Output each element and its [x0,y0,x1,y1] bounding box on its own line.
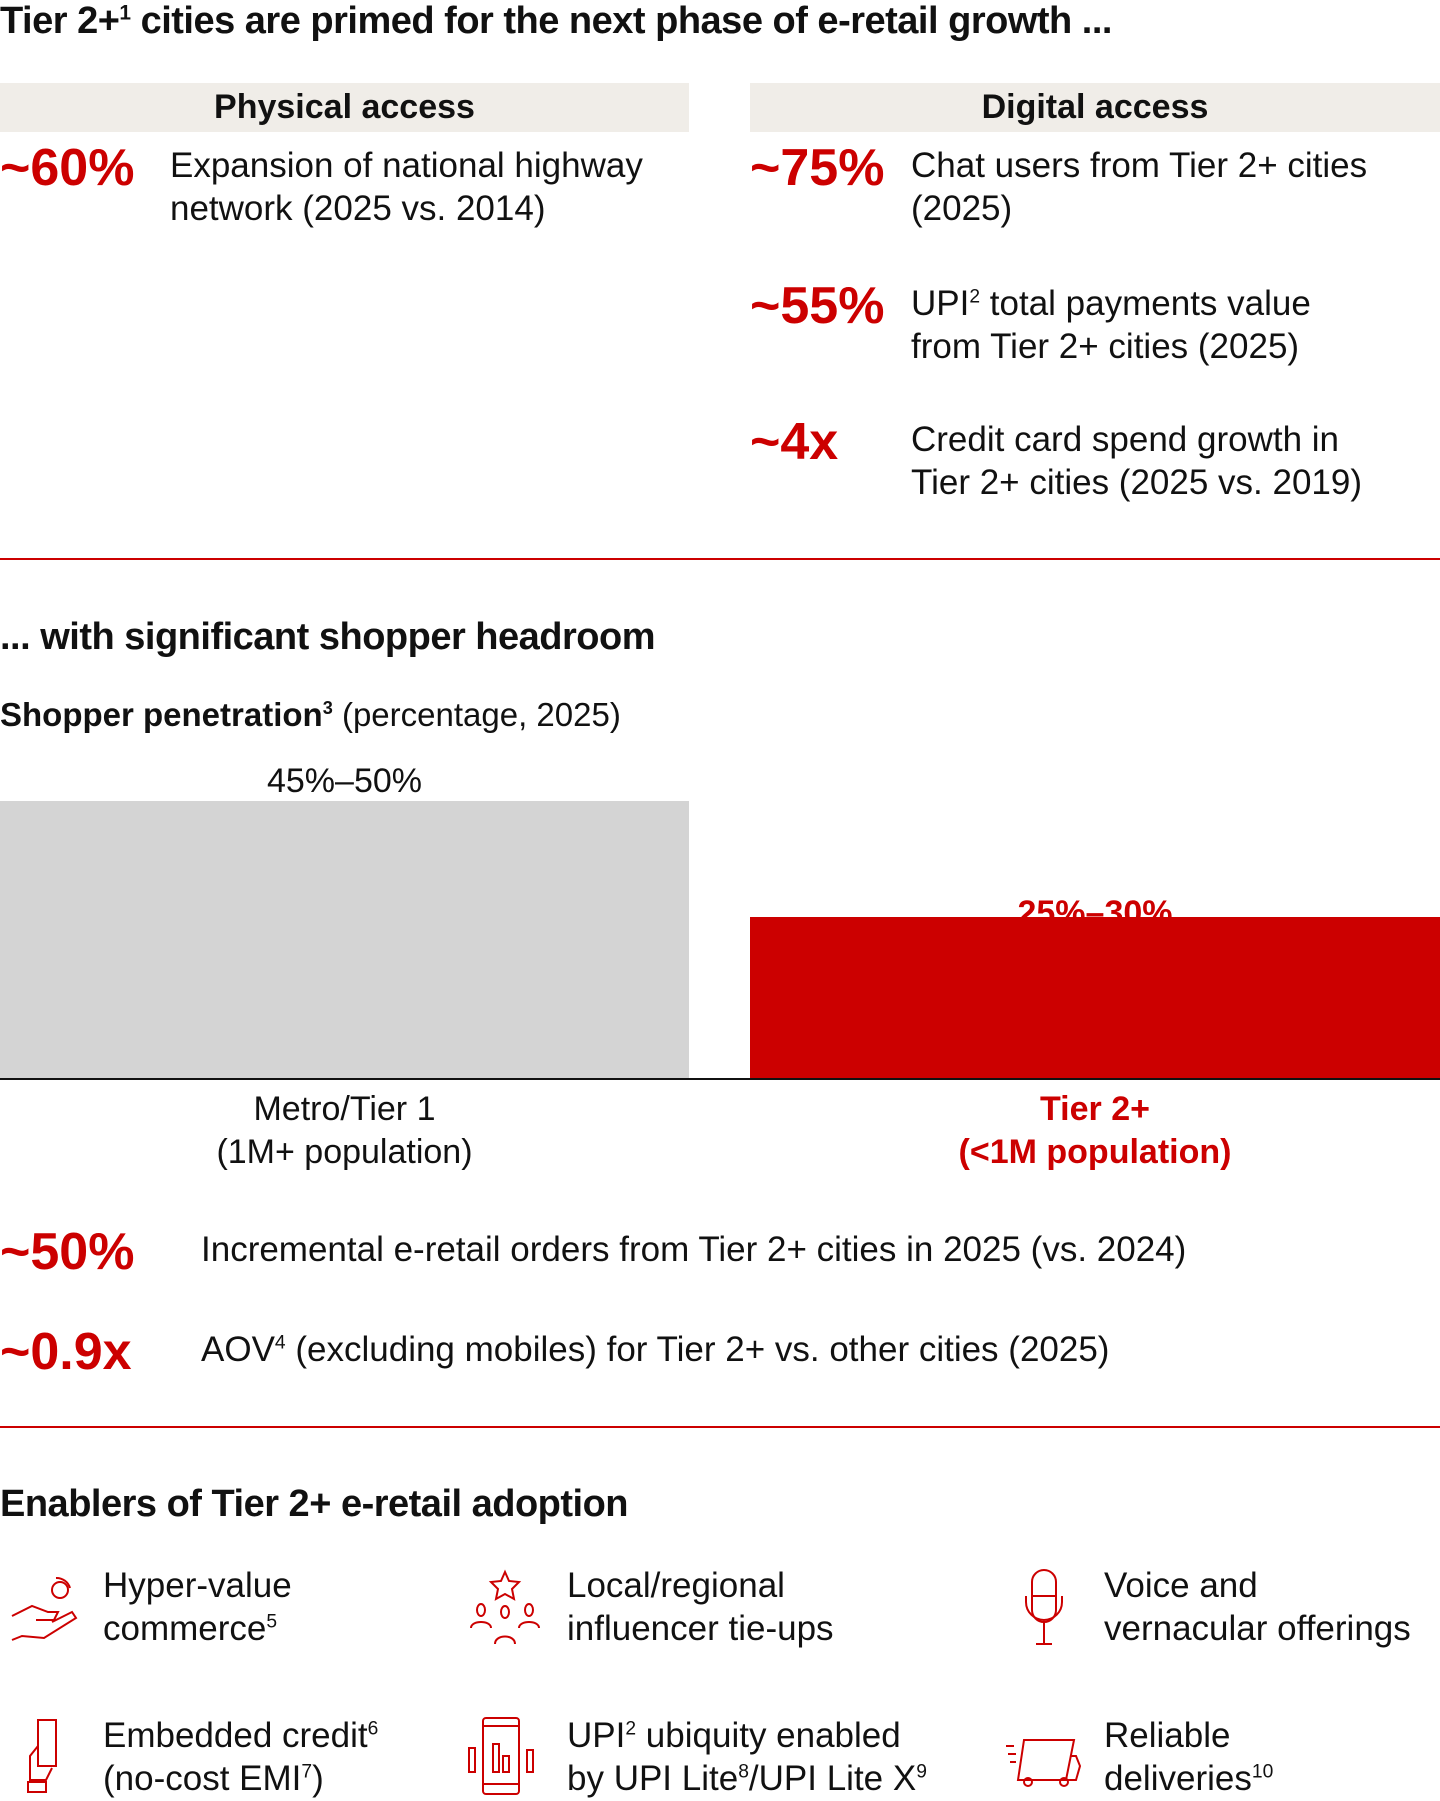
chart-title: Shopper penetration3 (percentage, 2025) [0,696,621,733]
enabler-text: Hyper-value commerce5 [103,1566,292,1648]
data-label-metro: 45%–50% [266,762,422,800]
section-title: ... with significant shopper headroom [0,616,656,658]
delivery-truck-icon [1004,1716,1084,1796]
microphone-icon [1004,1568,1084,1648]
card-hand-icon [8,1716,88,1796]
stat-text: Chat users from Tier 2+ cities (2025) [911,146,1368,228]
stat-value: ~4x [750,413,839,471]
stat-text: Incremental e-retail orders from Tier 2+… [201,1230,1187,1269]
category-label-metro: Metro/Tier 1 (1M+ population) [216,1090,473,1171]
enabler-text: UPI2 ubiquity enabled by UPI Lite8/UPI Li… [567,1716,927,1798]
digital-access-header: Digital access [750,83,1440,132]
enabler-text: Reliable deliveries10 [1104,1716,1274,1798]
chart-baseline [0,1078,1440,1080]
bar-metro [0,800,689,1078]
bar-tier2 [750,917,1440,1078]
influencer-group-icon [465,1568,545,1648]
category-label-tier2: Tier 2+ (<1M population) [958,1090,1232,1171]
divider [0,1426,1440,1428]
stat-value: ~0.9x [0,1323,132,1381]
page-title: Tier 2+1 cities are primed for the next … [0,0,1112,42]
enabler-text: Local/regional influencer tie-ups [567,1566,834,1648]
enablers-title: Enablers of Tier 2+ e-retail adoption [0,1483,629,1525]
enabler-text: Voice and vernacular offerings [1104,1566,1411,1648]
stat-text: Credit card spend growth in Tier 2+ citie… [911,420,1363,502]
divider [0,558,1440,560]
hand-coin-icon [8,1568,88,1648]
stat-text: AOV4 (excluding mobiles) for Tier 2+ vs.… [201,1330,1110,1369]
phone-chart-icon [465,1716,545,1796]
stat-value: ~75% [750,139,885,197]
physical-access-header: Physical access [0,83,689,132]
stat-text: Expansion of national highway network (20… [170,146,643,228]
stat-value: ~55% [750,277,885,335]
enabler-text: Embedded credit6 (no-cost EMI7) [103,1716,379,1798]
stat-value: ~60% [0,139,135,197]
stat-text: UPI2 total payments value from Tier 2+ ci… [911,284,1311,366]
stat-value: ~50% [0,1223,135,1281]
